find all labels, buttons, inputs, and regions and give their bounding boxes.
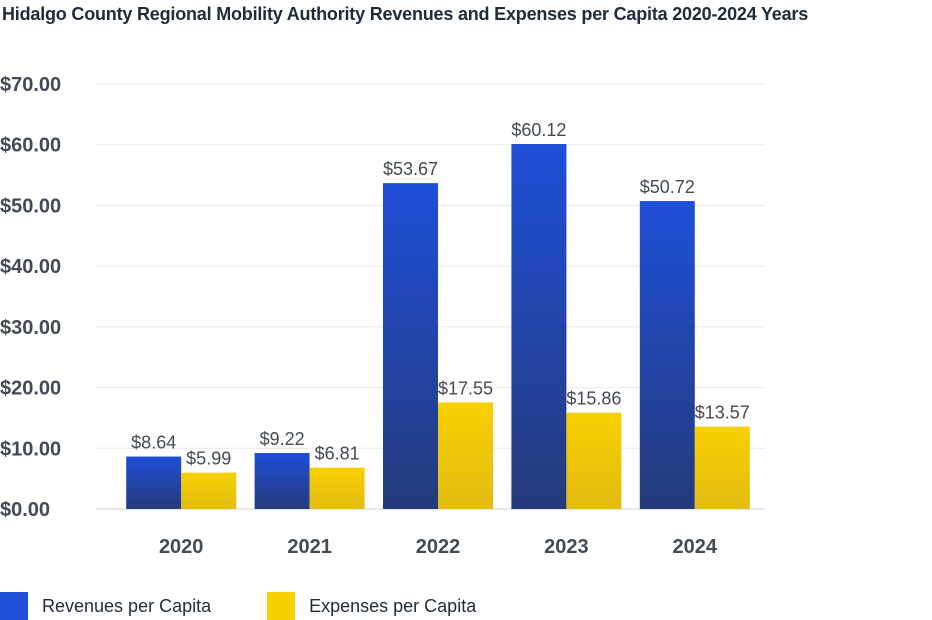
x-tick-label: 2023 — [544, 536, 589, 558]
data-label-revenues-2024: $50.72 — [640, 177, 695, 197]
bar-revenues-2024 — [639, 201, 695, 510]
bar-revenues-2020 — [126, 456, 182, 509]
data-label-revenues-2020: $8.64 — [131, 433, 176, 453]
y-tick-label: $40.00 — [0, 256, 61, 278]
legend-label-expenses: Expenses per Capita — [309, 595, 477, 616]
legend-label-revenues: Revenues per Capita — [42, 595, 212, 616]
x-tick-label: 2024 — [673, 536, 718, 558]
y-tick-label: $30.00 — [0, 317, 61, 339]
y-tick-label: $50.00 — [0, 195, 61, 217]
chart-title: Hidalgo County Regional Mobility Authori… — [2, 4, 809, 24]
y-tick-label: $70.00 — [0, 74, 61, 96]
legend-swatch-expenses — [267, 592, 296, 620]
data-label-expenses-2022: $17.55 — [438, 378, 493, 398]
x-axis: 2020 2021 2022 2023 2024 — [159, 536, 718, 558]
data-label-expenses-2021: $6.81 — [315, 444, 360, 464]
y-tick-label: $10.00 — [0, 438, 61, 460]
y-axis: $0.00 $10.00 $20.00 $30.00 $40.00 $50.00 $60.0… — [0, 74, 61, 521]
y-tick-label: $60.00 — [0, 135, 61, 157]
bars: $8.64 $5.99 $9.22 $6.81 $53.67 $17.55 $60.12 $1… — [126, 120, 750, 510]
legend-swatch-revenues — [0, 592, 28, 620]
y-tick-label: $20.00 — [0, 378, 61, 400]
bar-revenues-2021 — [254, 453, 310, 509]
data-label-revenues-2021: $9.22 — [260, 429, 305, 449]
data-label-revenues-2023: $60.12 — [511, 120, 566, 140]
bar-chart: $0.00 $10.00 $20.00 $30.00 $40.00 $50.00 $60.0… — [0, 74, 765, 558]
data-label-expenses-2023: $15.86 — [566, 389, 621, 409]
bar-expenses-2022 — [438, 402, 493, 509]
x-tick-label: 2020 — [159, 536, 204, 558]
y-tick-label: $0.00 — [0, 499, 50, 521]
bar-expenses-2020 — [181, 472, 237, 509]
legend-item-expenses: Expenses per Capita — [267, 592, 476, 620]
data-label-revenues-2022: $53.67 — [383, 159, 438, 179]
x-tick-label: 2021 — [287, 536, 332, 558]
bar-expenses-2024 — [694, 426, 750, 509]
data-label-expenses-2024: $13.57 — [695, 403, 750, 423]
legend-item-revenues: Revenues per Capita — [0, 592, 211, 620]
bar-expenses-2021 — [309, 467, 365, 509]
x-tick-label: 2022 — [416, 536, 461, 558]
bar-expenses-2023 — [566, 412, 622, 509]
bar-revenues-2023 — [511, 143, 567, 509]
bar-revenues-2022 — [383, 183, 438, 509]
data-label-expenses-2020: $5.99 — [186, 449, 231, 469]
legend: Revenues per Capita Expenses per Capita — [0, 592, 532, 620]
